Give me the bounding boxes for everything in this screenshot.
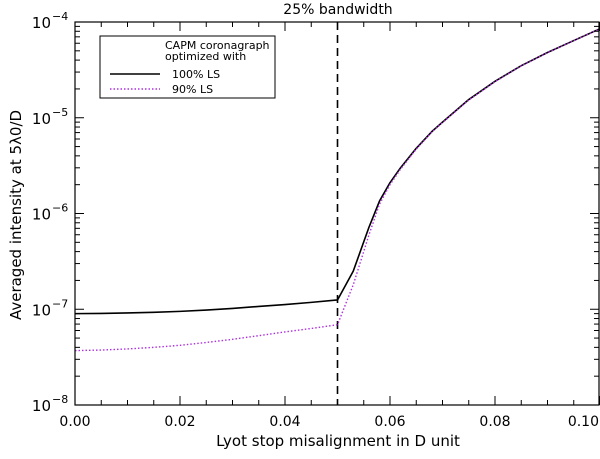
y-tick-exponent: −7 xyxy=(52,297,68,310)
legend-header-line: optimized with xyxy=(165,50,246,63)
legend-header-line: CAPM coronagraph xyxy=(165,39,270,52)
legend-label: 100% LS xyxy=(172,68,220,81)
y-tick-label: 10 xyxy=(32,397,51,415)
series-line-90-ls xyxy=(74,28,600,352)
x-tick-label: 0.08 xyxy=(479,414,510,430)
x-tick-label: 0.00 xyxy=(59,414,90,430)
y-tick-exponent: −8 xyxy=(52,393,68,406)
series-line-100-ls xyxy=(74,28,600,315)
y-tick-exponent: −6 xyxy=(52,202,68,215)
x-axis-label: Lyot stop misalignment in D unit xyxy=(216,432,460,450)
chart-title: 25% bandwidth xyxy=(283,2,392,18)
x-tick-label: 0.10 xyxy=(568,414,599,430)
y-tick-label: 10 xyxy=(32,301,51,319)
series-layer xyxy=(74,28,600,352)
x-tick-label: 0.02 xyxy=(164,414,195,430)
y-tick-label: 10 xyxy=(32,14,51,32)
x-tick-label: 0.06 xyxy=(374,414,405,430)
legend-label: 90% LS xyxy=(172,83,213,96)
y-tick-label: 10 xyxy=(32,110,51,128)
axes-layer: 0.00 0.02 0.04 0.06 0.08 0.1010−810−710−610−5… xyxy=(32,10,600,430)
legend-box xyxy=(99,35,276,99)
y-axis-label: Averaged intensity at 5λ0/D xyxy=(7,110,25,320)
x-tick-label: 0.04 xyxy=(269,414,300,430)
y-tick-label: 10 xyxy=(32,206,51,224)
y-tick-exponent: −4 xyxy=(52,10,68,23)
y-tick-exponent: −5 xyxy=(52,106,68,119)
